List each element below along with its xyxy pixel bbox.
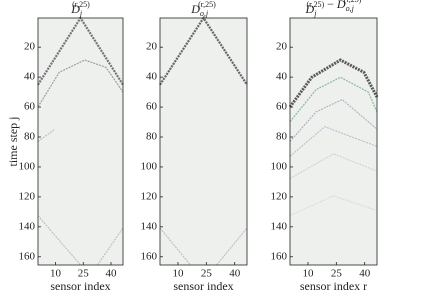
title-subscript: j — [313, 9, 317, 18]
y-tick-label: 100 — [271, 160, 288, 172]
title-subscript: o,j — [200, 9, 209, 18]
x-axis-label: sensor index — [173, 279, 233, 293]
wavefront — [159, 227, 191, 266]
image-background — [290, 18, 377, 265]
y-tick-label: 120 — [141, 190, 158, 202]
title-text: D — [70, 2, 80, 16]
x-tick-label: 25 — [201, 268, 213, 280]
y-tick-label: 20 — [276, 41, 288, 53]
y-tick-label: 20 — [146, 41, 158, 53]
wavefront — [289, 76, 378, 123]
y-tick-label: 160 — [141, 250, 158, 262]
x-axis-label: sensor index r — [300, 279, 367, 293]
x-tick-label: 10 — [172, 268, 184, 280]
wavefront — [289, 98, 378, 142]
title-subscript: o,j — [346, 4, 355, 13]
y-tick-label: 80 — [276, 131, 288, 143]
y-tick-label: 40 — [276, 71, 288, 83]
wavefront — [37, 128, 56, 142]
y-tick-label: 160 — [271, 250, 288, 262]
title-text: − — [324, 0, 337, 11]
x-tick-label: 40 — [105, 268, 117, 280]
y-tick-label: 60 — [146, 101, 158, 113]
title-superscript: (r,25) — [198, 0, 216, 9]
y-tick-label: 100 — [141, 160, 158, 172]
title-subscript: j — [79, 9, 83, 18]
wavefront — [289, 153, 378, 179]
title-superscript: (r,25) — [72, 0, 90, 9]
x-tick-label: 10 — [302, 268, 314, 280]
y-tick-label: 120 — [271, 190, 288, 202]
title-superscript: (r,25) — [344, 0, 362, 4]
y-tick-label: 80 — [146, 131, 158, 143]
image-background — [38, 18, 123, 265]
axes-box — [289, 17, 378, 266]
wavefront — [97, 227, 124, 266]
y-axis-label: time step j — [6, 117, 20, 167]
title-text: D — [336, 0, 346, 11]
x-axis-label: sensor index — [50, 279, 110, 293]
wavefront — [289, 195, 378, 216]
y-tick-label: 40 — [146, 71, 158, 83]
y-tick-label: 60 — [276, 101, 288, 113]
y-tick-label: 80 — [24, 131, 36, 143]
x-tick-label: 40 — [359, 268, 371, 280]
y-tick-label: 60 — [24, 101, 36, 113]
axes-box — [159, 17, 248, 266]
y-tick-label: 100 — [19, 160, 36, 172]
y-tick-label: 140 — [271, 220, 288, 232]
title-text: D — [190, 2, 200, 16]
wavefront — [289, 126, 378, 157]
x-tick-label: 10 — [50, 268, 62, 280]
y-tick-label: 160 — [19, 250, 36, 262]
wavefront — [216, 227, 248, 266]
panel-title: Do,j(r,25) — [190, 0, 216, 18]
y-tick-label: 140 — [19, 220, 36, 232]
title-text: D — [305, 2, 315, 16]
panel: 10 25 40 20 40 60 80 100 120 140 160 sensor index Do… — [141, 0, 248, 293]
panel-title: Dj(r,25) — [70, 0, 90, 18]
x-tick-label: 25 — [331, 268, 343, 280]
y-tick-label: 140 — [141, 220, 158, 232]
panel: 10 25 40 20 40 60 80 100 120 140 160 sensor index ti… — [6, 0, 124, 293]
wavefront — [37, 59, 124, 108]
panel-title: Dj(r,25) − Do,j(r,25) — [305, 0, 362, 18]
axes-box — [37, 17, 124, 266]
wavefront — [288, 58, 379, 108]
wavefront — [37, 215, 81, 266]
y-tick-label: 120 — [19, 190, 36, 202]
y-tick-label: 20 — [24, 41, 36, 53]
title-superscript: (r,25) — [306, 0, 324, 9]
panel: 10 25 40 20 40 60 80 100 120 140 160 sensor index r… — [271, 0, 379, 293]
x-tick-label: 40 — [229, 268, 241, 280]
y-tick-label: 40 — [24, 71, 36, 83]
x-tick-label: 25 — [78, 268, 90, 280]
image-background — [160, 18, 247, 265]
